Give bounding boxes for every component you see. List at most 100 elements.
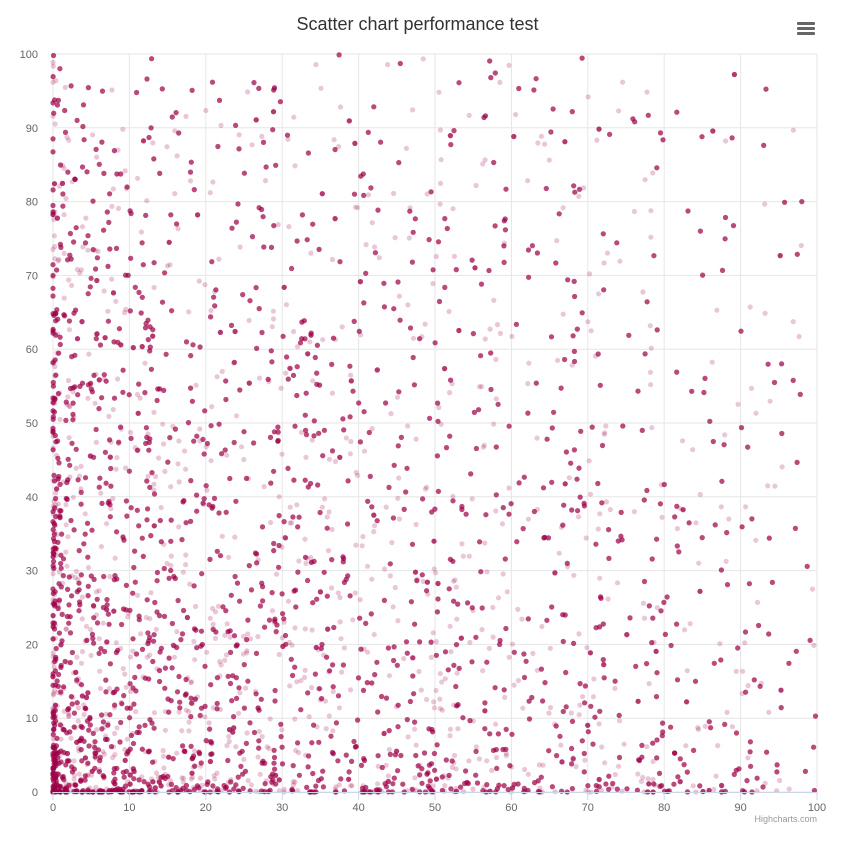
scatter-point — [484, 569, 490, 575]
scatter-point — [53, 310, 59, 316]
scatter-point — [87, 785, 93, 791]
scatter-point — [649, 425, 655, 431]
scatter-point — [51, 553, 57, 559]
scatter-point — [65, 713, 72, 720]
scatter-point — [590, 694, 597, 700]
scatter-point — [61, 685, 67, 692]
scatter-point — [412, 719, 418, 725]
hamburger-menu-icon[interactable] — [795, 20, 817, 38]
scatter-point — [361, 448, 368, 454]
scatter-point — [245, 617, 251, 623]
scatter-point — [253, 285, 259, 291]
scatter-point — [164, 263, 171, 269]
scatter-point — [66, 705, 72, 712]
scatter-point — [210, 605, 216, 612]
scatter-point — [104, 521, 110, 527]
scatter-point — [452, 577, 458, 583]
scatter-point — [210, 503, 216, 510]
scatter-point — [172, 575, 178, 582]
scatter-point — [330, 689, 336, 695]
scatter-point — [168, 567, 174, 574]
scatter-point — [189, 774, 196, 780]
scatter-point — [96, 767, 102, 773]
scatter-point — [415, 763, 421, 769]
scatter-point — [506, 62, 512, 68]
scatter-point — [51, 708, 57, 715]
scatter-point — [63, 522, 69, 528]
scatter-point — [151, 156, 157, 162]
scatter-point — [679, 438, 686, 444]
scatter-point — [298, 678, 304, 684]
scatter-point — [305, 484, 311, 490]
scatter-point — [124, 184, 130, 190]
scatter-point — [149, 779, 155, 785]
scatter-point — [204, 649, 210, 655]
scatter-point — [577, 702, 583, 708]
scatter-point — [451, 789, 458, 795]
scatter-point — [499, 521, 505, 527]
scatter-point — [610, 780, 616, 787]
scatter-point — [306, 753, 312, 759]
scatter-point — [302, 554, 309, 560]
scatter-point — [240, 651, 246, 657]
scatter-point — [328, 733, 334, 739]
scatter-point — [87, 453, 93, 459]
scatter-point — [294, 502, 300, 508]
scatter-point — [318, 85, 324, 91]
scatter-point — [81, 711, 87, 718]
scatter-point — [754, 775, 760, 781]
scatter-point — [119, 621, 125, 628]
scatter-point — [616, 763, 622, 769]
scatter-point — [109, 203, 115, 209]
scatter-point — [723, 138, 729, 144]
scatter-point — [138, 229, 144, 235]
scatter-point — [57, 66, 63, 72]
scatter-point — [538, 133, 545, 139]
scatter-point — [317, 686, 323, 692]
scatter-point — [296, 750, 302, 756]
scatter-point — [122, 168, 128, 174]
scatter-point — [287, 520, 293, 526]
scatter-point — [333, 784, 339, 790]
scatter-point — [579, 310, 585, 316]
scatter-point — [437, 180, 444, 186]
scatter-point — [684, 668, 690, 674]
scatter-point — [392, 584, 398, 591]
scatter-point — [50, 736, 56, 742]
scatter-point — [355, 205, 361, 211]
scatter-point — [54, 486, 60, 492]
scatter-point — [52, 750, 58, 756]
scatter-point — [786, 786, 792, 792]
scatter-point — [132, 445, 138, 451]
scatter-point — [75, 705, 81, 711]
scatter-point — [453, 584, 459, 590]
scatter-points — [50, 52, 819, 795]
scatter-point — [176, 709, 182, 715]
scatter-point — [273, 629, 279, 635]
scatter-point — [55, 749, 61, 755]
scatter-point — [128, 429, 134, 435]
scatter-point — [424, 771, 430, 777]
scatter-point — [91, 640, 97, 646]
scatter-point — [558, 385, 564, 391]
scatter-point — [583, 787, 589, 794]
scatter-point — [64, 496, 70, 502]
scatter-point — [51, 233, 58, 239]
scatter-point — [717, 641, 723, 647]
scatter-point — [140, 674, 146, 680]
scatter-point — [778, 687, 784, 693]
scatter-point — [66, 435, 72, 441]
scatter-point — [606, 527, 612, 533]
scatter-point — [111, 705, 118, 711]
scatter-point — [747, 304, 753, 310]
scatter-point — [52, 545, 58, 552]
scatter-point — [121, 537, 127, 543]
scatter-point — [245, 778, 251, 784]
scatter-point — [78, 747, 84, 753]
scatter-point — [525, 178, 531, 184]
scatter-point — [50, 709, 56, 715]
scatter-point — [153, 770, 159, 776]
scatter-point — [326, 456, 333, 462]
scatter-point — [511, 781, 517, 787]
scatter-point — [413, 787, 419, 793]
